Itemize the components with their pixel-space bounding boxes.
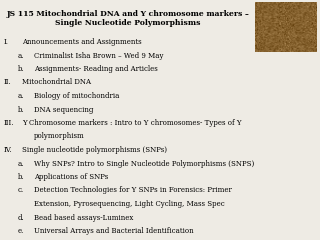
Text: b.: b. — [18, 65, 25, 73]
Text: Announcements and Assignments: Announcements and Assignments — [22, 38, 142, 46]
Text: Detection Technologies for Y SNPs in Forensics: Primer: Detection Technologies for Y SNPs in For… — [34, 186, 232, 194]
Text: a.: a. — [18, 160, 25, 168]
Text: I.: I. — [4, 38, 9, 46]
Text: c.: c. — [18, 186, 24, 194]
Text: Bead based assays-Luminex: Bead based assays-Luminex — [34, 214, 133, 222]
Text: Criminalist Isha Brown – Wed 9 May: Criminalist Isha Brown – Wed 9 May — [34, 52, 164, 60]
Text: Biology of mitochondria: Biology of mitochondria — [34, 92, 119, 100]
Text: b.: b. — [18, 173, 25, 181]
Text: Why SNPs? Intro to Single Nucleotide Polymorphisms (SNPS): Why SNPs? Intro to Single Nucleotide Pol… — [34, 160, 254, 168]
Text: e.: e. — [18, 227, 24, 235]
Text: JS 115 Mitochondrial DNA and Y chromosome markers –: JS 115 Mitochondrial DNA and Y chromosom… — [7, 10, 249, 18]
Text: II.: II. — [4, 78, 12, 86]
Text: d.: d. — [18, 214, 25, 222]
Text: Y Chromosome markers : Intro to Y chromosomes- Types of Y: Y Chromosome markers : Intro to Y chromo… — [22, 119, 242, 127]
Text: a.: a. — [18, 92, 25, 100]
Text: Mitochondrial DNA: Mitochondrial DNA — [22, 78, 91, 86]
Text: Single nucleotide polymorphisms (SNPs): Single nucleotide polymorphisms (SNPs) — [22, 146, 167, 154]
Text: a.: a. — [18, 52, 25, 60]
Text: Universal Arrays and Bacterial Identification: Universal Arrays and Bacterial Identific… — [34, 227, 194, 235]
Text: Single Nucleotide Polymorphisms: Single Nucleotide Polymorphisms — [55, 18, 201, 27]
Text: polymorphism: polymorphism — [34, 132, 85, 140]
Text: Extension, Pyrosequencing, Light Cycling, Mass Spec: Extension, Pyrosequencing, Light Cycling… — [34, 200, 225, 208]
Text: DNA sequencing: DNA sequencing — [34, 106, 93, 114]
Text: Assignments- Reading and Articles: Assignments- Reading and Articles — [34, 65, 158, 73]
Text: Applications of SNPs: Applications of SNPs — [34, 173, 108, 181]
Text: IV.: IV. — [4, 146, 13, 154]
Text: III.: III. — [4, 119, 14, 127]
Text: b.: b. — [18, 106, 25, 114]
